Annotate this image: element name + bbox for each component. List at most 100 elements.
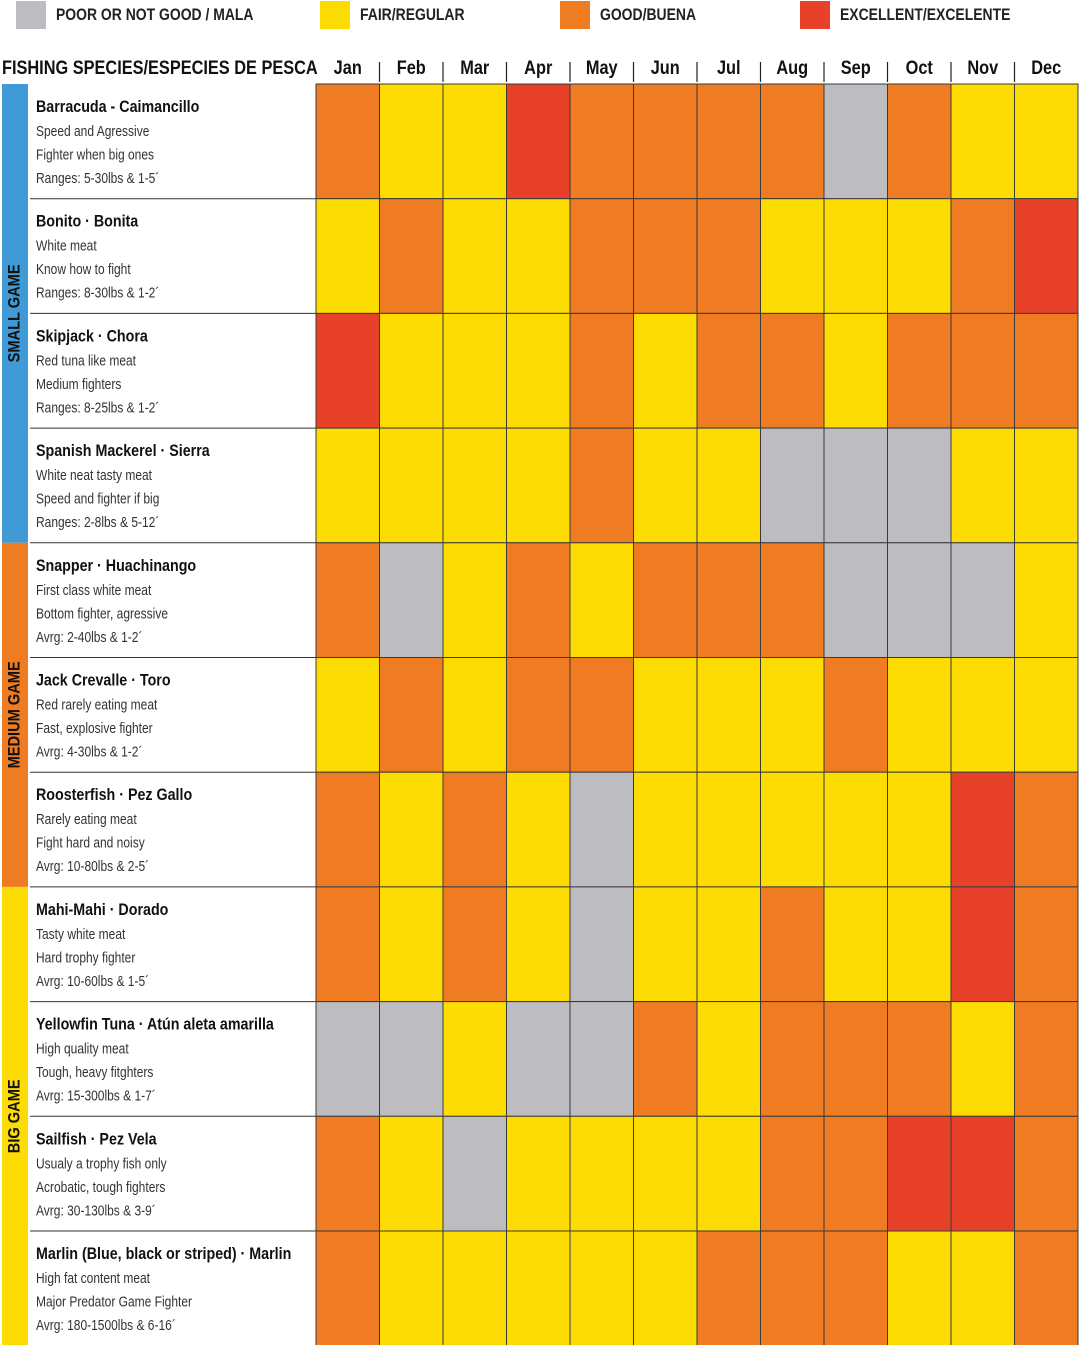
- group-bar: [2, 84, 28, 543]
- legend-label: POOR OR NOT GOOD / MALA: [56, 5, 254, 24]
- species-detail: Avrg: 10-60lbs & 1-5´: [36, 973, 149, 990]
- heatmap-cell: [760, 427, 825, 544]
- legend-item: FAIR/REGULAR: [320, 0, 488, 30]
- heatmap-cell: [760, 1230, 825, 1345]
- heatmap-cell: [696, 198, 761, 314]
- heatmap-cell: [760, 771, 825, 888]
- heatmap-cell: [950, 312, 1015, 429]
- heatmap-cell: [569, 312, 634, 429]
- species-detail: Avrg: 180-1500lbs & 6-16´: [36, 1317, 176, 1334]
- heatmap-cell: [379, 657, 444, 773]
- heatmap-cell: [569, 657, 634, 773]
- month-label: Dec: [1031, 57, 1061, 78]
- species-name: Roosterfish · Pez Gallo: [36, 786, 192, 804]
- legend: POOR OR NOT GOOD / MALA FAIR/REGULAR GOOD/…: [0, 0, 1080, 30]
- heatmap-cell: [887, 657, 952, 773]
- heatmap-cell: [379, 427, 444, 544]
- heatmap-cell: [823, 1115, 888, 1232]
- heatmap-cell: [506, 83, 571, 200]
- species-detail: Tough, heavy fitghters: [36, 1064, 154, 1081]
- legend-item: EXCELLENT/EXCELENTE: [800, 0, 1048, 30]
- heatmap-cell: [760, 198, 825, 314]
- heatmap-cell: [950, 83, 1015, 200]
- legend-swatch: [560, 1, 590, 29]
- species-detail: Acrobatic, tough fighters: [36, 1179, 166, 1196]
- month-label: Jun: [651, 57, 680, 78]
- month-label: Apr: [524, 57, 552, 78]
- species-name: Jack Crevalle · Toro: [36, 671, 171, 689]
- heatmap-cell: [950, 427, 1015, 544]
- heatmap-cell: [315, 1230, 380, 1345]
- heatmap-cell: [379, 1001, 444, 1117]
- group-bar: [2, 542, 28, 887]
- heatmap-cell: [823, 312, 888, 429]
- heatmap-cell: [950, 542, 1015, 658]
- species-detail: Ranges: 2-8lbs & 5-12´: [36, 514, 159, 531]
- heatmap-cell: [823, 771, 888, 888]
- heatmap-cell: [633, 542, 698, 658]
- heatmap-cell: [887, 1230, 952, 1345]
- legend-swatch: [800, 1, 830, 29]
- species-detail: Tasty white meat: [36, 926, 126, 943]
- heatmap-cell: [315, 312, 380, 429]
- species-detail: Fighter when big ones: [36, 146, 154, 163]
- species-detail: Avrg: 2-40lbs & 1-2´: [36, 629, 142, 646]
- group-label: BIG GAME: [6, 1079, 24, 1153]
- group-label: SMALL GAME: [6, 264, 24, 362]
- heatmap-cell: [506, 771, 571, 888]
- legend-item: GOOD/BUENA: [560, 0, 717, 30]
- heatmap-cell: [506, 198, 571, 314]
- group-label: MEDIUM GAME: [6, 661, 24, 768]
- heatmap-cell: [379, 1230, 444, 1345]
- heatmap-cell: [1014, 657, 1079, 773]
- group-bar: [2, 886, 28, 1345]
- heatmap-cell: [569, 83, 634, 200]
- species-detail: Know how to fight: [36, 261, 131, 278]
- heatmap-cell: [1014, 312, 1079, 429]
- heatmap-cell: [760, 1001, 825, 1117]
- species-name: Snapper · Huachinango: [36, 557, 196, 575]
- species-detail: Speed and fighter if big: [36, 490, 159, 507]
- month-label: Sep: [841, 57, 871, 78]
- heatmap-cell: [442, 198, 507, 314]
- species-detail: Fast, explosive fighter: [36, 720, 153, 737]
- heatmap-cell: [442, 1001, 507, 1117]
- heatmap-cell: [506, 542, 571, 658]
- heatmap-cell: [1014, 1230, 1079, 1345]
- heatmap-cell: [696, 771, 761, 888]
- heatmap-cell: [506, 886, 571, 1003]
- month-label: May: [586, 57, 618, 78]
- heatmap-cell: [633, 1115, 698, 1232]
- row-header-label: FISHING SPECIES/ESPECIES DE PESCA: [2, 57, 318, 78]
- heatmap-cell: [379, 198, 444, 314]
- heatmap-cell: [887, 1115, 952, 1232]
- heatmap-cell: [506, 1115, 571, 1232]
- heatmap-cell: [1014, 427, 1079, 544]
- heatmap-cell: [1014, 198, 1079, 314]
- heatmap-cell: [442, 1230, 507, 1345]
- heatmap-cell: [442, 427, 507, 544]
- heatmap-cell: [887, 83, 952, 200]
- heatmap-cell: [442, 312, 507, 429]
- month-label: Feb: [397, 57, 426, 78]
- heatmap-cell: [315, 886, 380, 1003]
- heatmap-cell: [760, 657, 825, 773]
- heatmap-cell: [887, 1001, 952, 1117]
- species-detail: Red rarely eating meat: [36, 696, 158, 713]
- species-detail: Avrg: 4-30lbs & 1-2´: [36, 743, 142, 760]
- heatmap-cell: [569, 1001, 634, 1117]
- heatmap-cell: [823, 427, 888, 544]
- heatmap-cell: [506, 312, 571, 429]
- species-detail: First class white meat: [36, 582, 152, 599]
- species-name: Mahi-Mahi · Dorado: [36, 901, 168, 919]
- heatmap-cell: [887, 198, 952, 314]
- heatmap-cell: [823, 1001, 888, 1117]
- species-detail: Avrg: 10-80lbs & 2-5´: [36, 858, 149, 875]
- heatmap-cell: [696, 657, 761, 773]
- heatmap-cell: [633, 198, 698, 314]
- heatmap-cell: [569, 886, 634, 1003]
- month-label: Jan: [334, 57, 362, 78]
- heatmap-cell: [442, 83, 507, 200]
- species-detail: White meat: [36, 237, 97, 254]
